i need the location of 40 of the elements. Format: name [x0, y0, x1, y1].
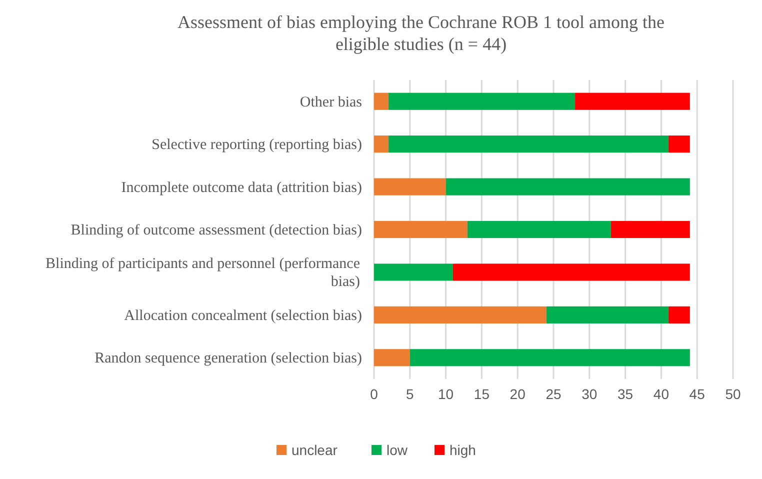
y-tick-label: Blinding of participants and personnel (performance bias)	[46, 256, 360, 290]
bar	[374, 92, 388, 110]
bar	[546, 306, 668, 324]
x-tick-label: 20	[510, 386, 526, 402]
x-tick-label: 45	[689, 386, 706, 402]
x-tick-label: 40	[653, 386, 670, 402]
x-tick-label: 35	[618, 386, 634, 402]
bar	[374, 136, 388, 153]
y-tick-label: Allocation concealment (selection bias)	[124, 308, 362, 324]
bar	[388, 92, 576, 110]
legend-label: high	[450, 442, 476, 458]
y-tick-label: Blinding of outcome assessment (detection bias)	[70, 222, 362, 238]
bar	[668, 136, 690, 153]
bar	[374, 220, 468, 238]
bar	[452, 264, 690, 281]
x-tick-label: 50	[725, 386, 741, 402]
x-tick-label: 5	[406, 386, 414, 402]
y-tick-label: Other bias	[300, 94, 362, 110]
legend-label: low	[386, 442, 408, 458]
bar	[374, 178, 446, 196]
legend-label: unclear	[292, 442, 338, 458]
bar	[374, 306, 546, 324]
bar	[467, 220, 611, 238]
chart-title: Assessment of bias employing the Cochrane ROB 1 tool among the eligible studies (n = 44)	[178, 12, 664, 54]
x-tick-label: 10	[438, 386, 454, 402]
x-tick-label: 15	[474, 386, 490, 402]
bar	[374, 264, 453, 281]
bar	[575, 92, 690, 110]
y-tick-label: Randon sequence generation (selection bias)	[94, 350, 362, 367]
bar	[446, 178, 690, 196]
x-tick-label: 25	[546, 386, 562, 402]
x-tick-label: 0	[370, 386, 378, 402]
y-tick-label: Selective reporting (reporting bias)	[152, 137, 362, 154]
bar	[610, 220, 690, 238]
bar	[668, 306, 690, 324]
y-tick-label: Incomplete outcome data (attrition bias)	[121, 180, 362, 196]
bar	[388, 136, 668, 153]
bar	[374, 349, 410, 366]
x-tick-label: 30	[582, 386, 598, 402]
bar	[410, 349, 690, 366]
